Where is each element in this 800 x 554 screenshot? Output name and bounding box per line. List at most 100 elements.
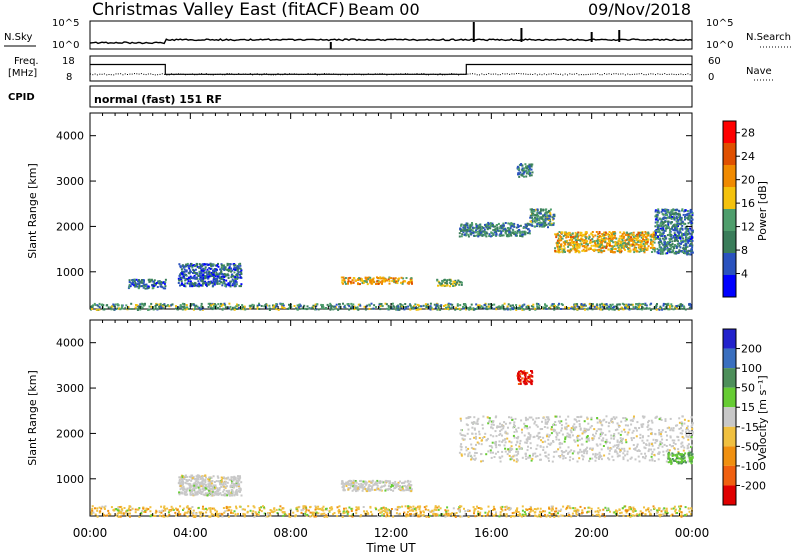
echo-cell	[211, 264, 214, 267]
echo-cell	[465, 232, 468, 235]
echo-cell	[394, 277, 397, 280]
echo-cell	[193, 284, 196, 287]
echo-cell	[646, 247, 649, 250]
echo-cell	[590, 507, 593, 510]
echo-cell	[488, 225, 491, 228]
echo-cell	[672, 235, 675, 238]
echo-cell	[233, 283, 236, 286]
echo-cell	[687, 232, 689, 235]
echo-cell	[584, 241, 587, 244]
echo-cell	[691, 244, 694, 247]
power-colorbar-segment	[723, 253, 736, 275]
nave-point	[300, 73, 302, 75]
echo-cell	[483, 515, 485, 517]
echo-cell	[195, 264, 198, 267]
echo-cell	[422, 514, 425, 517]
echo-cell	[534, 514, 537, 517]
nave-point	[152, 74, 154, 75]
echo-cell	[557, 512, 559, 515]
echo-cell	[584, 233, 587, 236]
nave-point	[354, 73, 355, 75]
echo-cell	[453, 513, 456, 516]
echo-cell	[150, 305, 152, 308]
nave-point	[266, 73, 267, 75]
echo-cell	[657, 228, 660, 231]
echo-cell	[675, 226, 678, 229]
echo-cell	[525, 306, 528, 309]
nave-point	[184, 74, 186, 76]
echo-cell	[536, 507, 539, 510]
echo-cell	[144, 509, 147, 512]
echo-cell	[596, 245, 599, 248]
echo-cell	[119, 308, 122, 311]
echo-cell	[362, 506, 365, 508]
echo-cell	[528, 308, 531, 311]
echo-cell	[228, 284, 231, 287]
echo-cell	[528, 514, 531, 516]
echo-cell	[419, 505, 422, 508]
nave-point	[108, 74, 110, 75]
nave-point	[222, 74, 223, 76]
echo-cell	[437, 505, 440, 508]
echo-cell	[103, 506, 106, 509]
echo-cell	[671, 240, 674, 243]
echo-cell	[187, 510, 190, 513]
echo-cell	[240, 269, 243, 272]
echo-cell	[685, 246, 687, 249]
echo-cell	[578, 246, 581, 249]
echo-cell	[591, 231, 594, 233]
echo-cell	[492, 232, 495, 235]
echo-cell	[500, 305, 503, 308]
echo-cell	[166, 507, 169, 510]
nave-point	[94, 73, 96, 75]
echo-cell	[288, 306, 291, 309]
echo-cell	[145, 284, 148, 287]
echo-cell	[510, 234, 513, 237]
echo-cell	[442, 284, 445, 287]
echo-cell	[665, 227, 668, 230]
echo-cell	[445, 306, 447, 309]
echo-cell	[662, 209, 665, 212]
echo-cell	[403, 511, 406, 514]
echo-cell	[669, 248, 672, 250]
echo-cell	[654, 221, 657, 224]
echo-cell	[638, 306, 640, 309]
echo-cell	[460, 283, 463, 286]
echo-cell	[387, 515, 390, 518]
echo-cell	[178, 510, 180, 513]
echo-cell	[215, 305, 218, 308]
echo-cell	[680, 511, 683, 514]
echo-cell	[201, 490, 204, 493]
echo-cell	[146, 287, 149, 290]
echo-cell	[575, 244, 578, 247]
nave-point	[543, 73, 545, 75]
power-colorbar-tick-label: 8	[741, 244, 748, 257]
echo-cell	[606, 508, 609, 511]
freq-label-line1: Freq.	[14, 56, 39, 67]
echo-cell	[584, 304, 587, 307]
echo-cell	[460, 228, 463, 231]
nave-point	[557, 74, 559, 75]
echo-cell	[449, 285, 452, 288]
echo-cell	[594, 243, 597, 246]
echo-cell	[359, 277, 362, 280]
nave-point	[685, 74, 687, 75]
echo-cell	[243, 305, 246, 308]
nave-point	[467, 73, 469, 75]
echo-cell	[428, 510, 431, 513]
echo-cell	[663, 308, 666, 311]
echo-cell	[190, 263, 193, 265]
echo-cell	[593, 249, 596, 252]
echo-cell	[204, 275, 207, 278]
echo-cell	[565, 506, 568, 509]
echo-cell	[642, 303, 645, 305]
nave-point	[96, 74, 98, 76]
echo-cell	[202, 273, 205, 276]
echo-cell	[323, 512, 326, 515]
echo-cell	[401, 304, 404, 307]
echo-cell	[212, 307, 215, 310]
echo-cell	[551, 216, 554, 219]
echo-cell	[591, 303, 594, 306]
echo-cell	[650, 241, 653, 244]
echo-cell	[452, 515, 455, 517]
